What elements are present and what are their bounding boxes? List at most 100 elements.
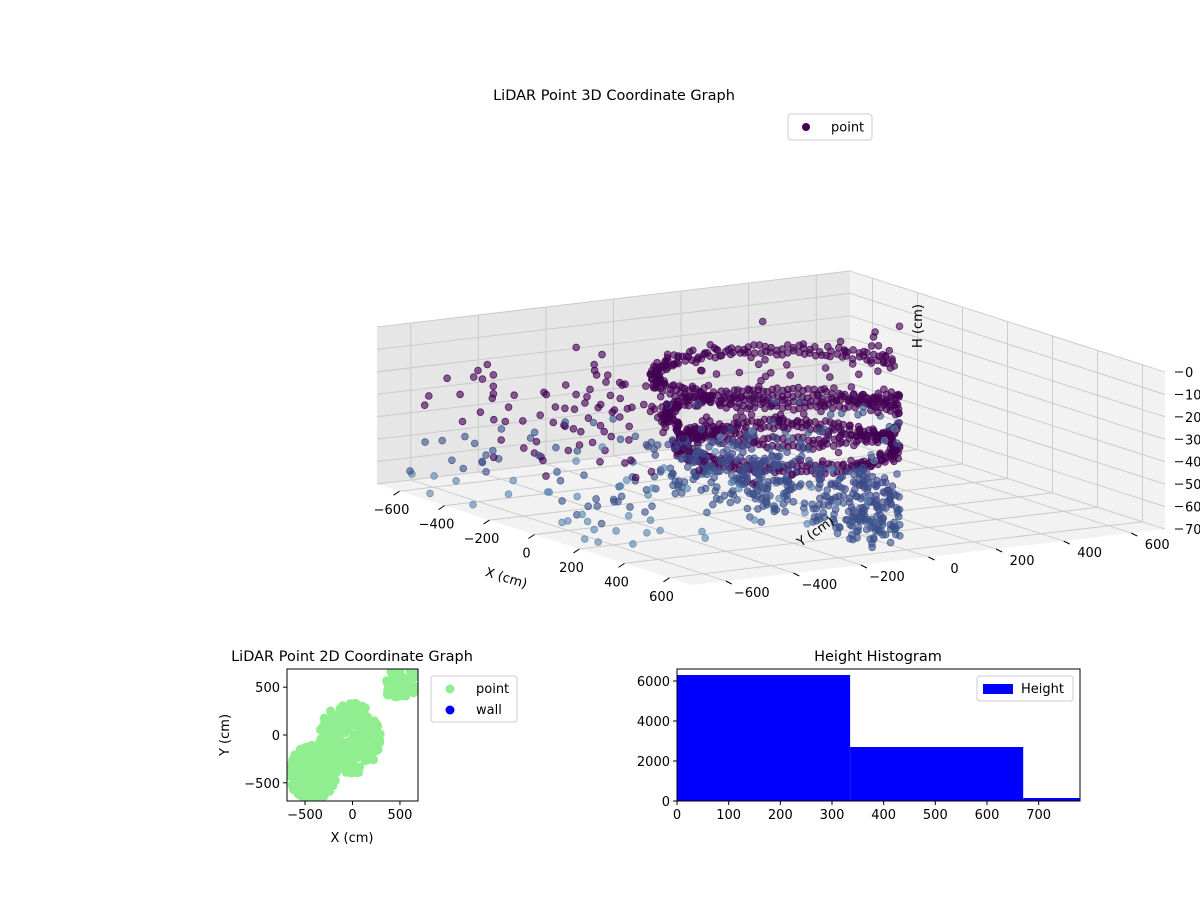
point-marker (819, 464, 828, 473)
x-tick-label-3d: 400 (604, 575, 629, 590)
x-tick-label-2d: −500 (287, 808, 323, 823)
gridline-z (376, 315, 851, 373)
point-marker (603, 371, 612, 380)
point-marker (728, 449, 737, 458)
point-marker (781, 395, 789, 404)
point-marker (564, 446, 573, 455)
point-marker (890, 425, 899, 433)
point-marker (539, 456, 547, 465)
point-marker (561, 381, 570, 389)
point-marker (561, 418, 569, 426)
point-marker (504, 490, 513, 499)
point-marker-2d (317, 746, 327, 756)
point-marker (796, 438, 805, 446)
point-marker (689, 475, 698, 484)
point-marker-2d (300, 756, 310, 766)
point-marker (834, 492, 843, 501)
3d-tick-labels: −600 −400 −200 0 200 400 600 −600 −400 −200 0 200 40… (374, 366, 1200, 605)
point-marker (758, 317, 767, 326)
point-marker (853, 428, 862, 436)
point-marker (849, 489, 857, 498)
point-marker (761, 372, 770, 381)
point-marker (712, 494, 721, 503)
point-marker (476, 408, 485, 417)
point-marker (747, 353, 755, 362)
point-marker (835, 523, 844, 532)
point-marker (867, 342, 876, 350)
point-marker (653, 413, 662, 422)
point-marker (823, 439, 831, 448)
point-marker (642, 486, 651, 494)
legend-histogram: Height (976, 675, 1074, 702)
point-marker (894, 390, 903, 399)
point-marker (742, 464, 751, 473)
point-marker (803, 519, 811, 528)
point-marker (612, 527, 620, 535)
legend-label-wall-2d: wall (476, 703, 502, 718)
point-marker (772, 350, 781, 359)
point-marker (662, 412, 670, 420)
point-marker (766, 491, 774, 500)
point-marker (814, 512, 822, 521)
gridline-z (849, 360, 1166, 463)
point-marker (750, 516, 759, 524)
point-marker-2d (310, 747, 320, 757)
y-tick-label-3d: 600 (1145, 538, 1170, 553)
point-marker (720, 426, 728, 435)
legend-label-point: point (831, 121, 864, 136)
point-marker-2d (340, 709, 350, 719)
point-marker (729, 491, 738, 499)
point-marker-2d (363, 715, 373, 725)
point-marker (842, 439, 850, 447)
legend-marker-point (802, 123, 810, 131)
point-marker (723, 445, 731, 454)
y-tick-label-hist: 6000 (637, 675, 670, 690)
point-marker (862, 525, 871, 534)
gridline-z (849, 315, 1166, 418)
point-marker (868, 543, 876, 552)
point-marker (848, 360, 857, 368)
point-marker (712, 370, 721, 378)
point-marker (849, 535, 857, 544)
point-marker (551, 403, 560, 411)
point-marker (758, 488, 767, 497)
point-marker (700, 384, 708, 392)
point-marker (736, 349, 745, 357)
point-marker-2d (293, 763, 303, 773)
point-marker (870, 456, 878, 465)
point-marker (600, 427, 608, 436)
point-marker (695, 466, 703, 475)
point-marker (825, 373, 834, 381)
point-marker (609, 415, 617, 423)
point-marker-2d (341, 716, 351, 726)
point-marker (651, 451, 660, 459)
point-marker (430, 472, 438, 480)
histogram-bars (677, 675, 1080, 801)
point-marker (616, 394, 624, 403)
point-marker-2d (321, 731, 330, 741)
point-marker (878, 503, 887, 512)
point-marker (675, 477, 683, 486)
point-marker (745, 489, 754, 498)
point-marker (690, 390, 698, 398)
point-marker (812, 504, 820, 513)
point-marker (542, 390, 550, 399)
y-tick-label-hist: 2000 (637, 755, 670, 770)
point-marker (534, 451, 543, 460)
point-marker (553, 468, 561, 476)
y-tick-mark-3d (793, 572, 800, 577)
point-marker-2d (349, 720, 359, 729)
point-marker (594, 538, 602, 546)
scatter3d-axes: LiDAR Point 3D Coordinate Graph −600 −400… (374, 88, 1200, 605)
point-marker (710, 473, 718, 482)
point-marker (868, 401, 877, 410)
point-marker (608, 408, 617, 417)
point-marker (799, 340, 808, 348)
point-marker (530, 428, 539, 437)
point-marker (424, 392, 433, 400)
point-marker (594, 403, 602, 412)
point-marker-2d (325, 750, 335, 759)
point-marker (602, 378, 610, 386)
point-marker (781, 507, 789, 516)
point-marker-2d (287, 764, 295, 774)
